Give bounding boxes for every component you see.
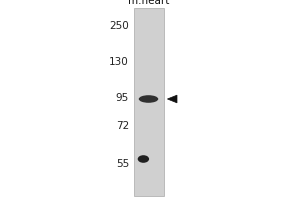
- Text: 55: 55: [116, 159, 129, 169]
- Text: 72: 72: [116, 121, 129, 131]
- Ellipse shape: [139, 95, 158, 103]
- Text: 250: 250: [109, 21, 129, 31]
- Polygon shape: [167, 95, 177, 103]
- Ellipse shape: [138, 155, 149, 163]
- Bar: [134, 8, 164, 196]
- Text: 95: 95: [116, 93, 129, 103]
- Text: m.heart: m.heart: [128, 0, 169, 6]
- Text: 130: 130: [109, 57, 129, 67]
